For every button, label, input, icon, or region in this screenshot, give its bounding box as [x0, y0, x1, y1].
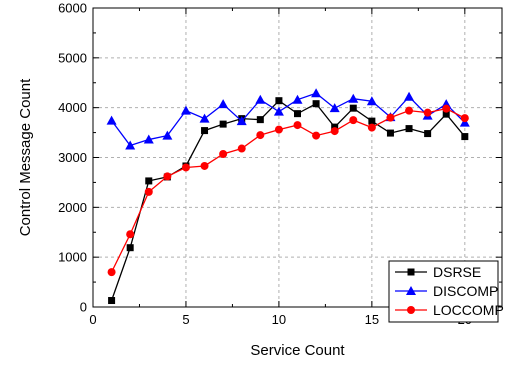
- y-tick-label: 2000: [58, 200, 87, 215]
- data-point: [126, 244, 134, 252]
- data-point: [219, 120, 227, 128]
- legend-label: DISCOMP: [433, 283, 498, 299]
- data-point: [162, 130, 173, 140]
- y-tick-label: 0: [80, 300, 87, 315]
- data-point: [237, 144, 246, 153]
- data-point: [386, 129, 394, 137]
- x-tick-label: 10: [272, 312, 286, 327]
- legend-marker: [406, 286, 416, 295]
- data-point: [423, 108, 432, 117]
- data-point: [292, 94, 303, 104]
- data-point: [236, 116, 247, 126]
- data-point: [311, 88, 322, 98]
- data-point: [424, 130, 432, 138]
- y-tick-label: 1000: [58, 250, 87, 265]
- legend-marker: [407, 268, 415, 276]
- data-point: [312, 100, 320, 108]
- series-layer: [106, 88, 470, 305]
- y-axis-title: Control Message Count: [17, 78, 34, 236]
- data-point: [274, 125, 283, 134]
- series-loccomp: [107, 104, 469, 277]
- data-point: [256, 116, 264, 124]
- data-point: [108, 297, 116, 305]
- data-point: [218, 99, 229, 109]
- x-tick-label: 0: [89, 312, 96, 327]
- data-point: [386, 113, 395, 122]
- x-tick-label: 15: [365, 312, 379, 327]
- legend-label: LOCCOMP: [433, 302, 504, 318]
- data-point: [163, 172, 172, 181]
- data-point: [329, 103, 340, 113]
- series-line: [111, 107, 466, 273]
- legend: DSRSE DISCOMP LOCCOMP: [388, 260, 504, 323]
- grid-lines: [93, 8, 502, 307]
- data-point: [200, 161, 209, 170]
- data-point: [294, 110, 301, 118]
- data-point: [273, 106, 284, 116]
- data-point: [107, 268, 116, 277]
- data-point: [181, 163, 190, 172]
- data-point: [368, 117, 376, 125]
- axis-layer: 010002000300040005000600005101520: [58, 1, 502, 327]
- data-point: [256, 131, 265, 140]
- data-point: [144, 187, 153, 196]
- data-point: [293, 121, 302, 130]
- data-point: [143, 134, 154, 144]
- series-discomp: [106, 88, 470, 150]
- data-point: [275, 97, 283, 105]
- data-point: [201, 127, 209, 135]
- y-tick-label: 4000: [58, 100, 87, 115]
- data-point: [106, 115, 117, 125]
- data-point: [405, 106, 414, 115]
- data-point: [312, 131, 321, 140]
- y-tick-label: 3000: [58, 150, 87, 165]
- data-point: [349, 104, 357, 112]
- y-tick-label: 6000: [58, 1, 87, 16]
- y-tick-label: 5000: [58, 50, 87, 65]
- data-point: [219, 150, 228, 159]
- x-axis-title: Service Count: [250, 342, 345, 359]
- data-point: [349, 116, 358, 125]
- legend-label: DSRSE: [433, 264, 481, 280]
- data-point: [405, 125, 413, 133]
- data-point: [126, 230, 135, 239]
- data-point: [404, 91, 415, 101]
- data-point: [348, 93, 359, 103]
- data-point: [461, 133, 469, 141]
- data-point: [460, 114, 469, 123]
- data-point: [442, 104, 451, 113]
- data-point: [125, 140, 136, 150]
- data-point: [367, 123, 376, 132]
- data-point: [330, 127, 339, 136]
- data-point: [442, 110, 450, 118]
- data-point: [255, 94, 266, 104]
- data-point: [145, 177, 153, 185]
- data-point: [180, 105, 191, 115]
- x-tick-label: 5: [182, 312, 189, 327]
- legend-marker: [407, 306, 415, 314]
- data-point: [366, 96, 377, 106]
- data-point: [199, 113, 210, 123]
